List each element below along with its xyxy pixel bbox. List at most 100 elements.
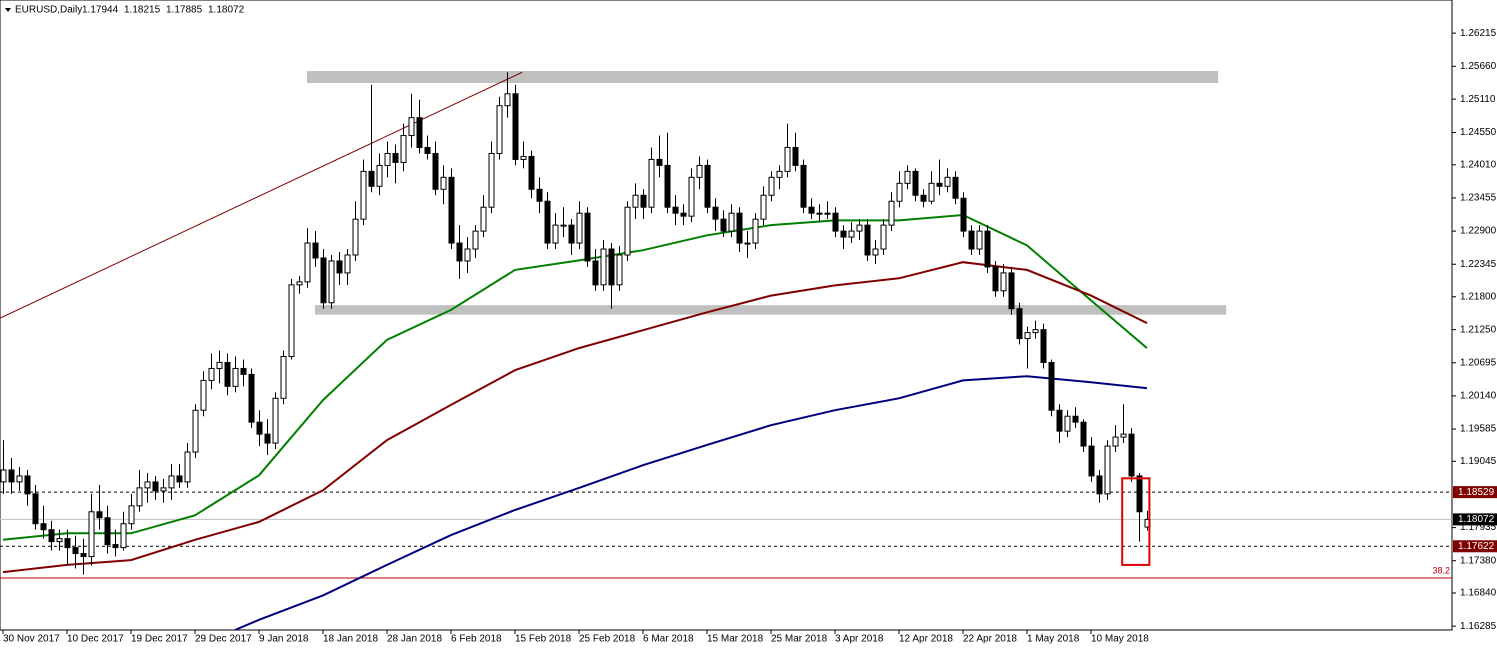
candle-body <box>952 176 959 199</box>
candle-body <box>776 170 783 178</box>
y-tick-label: 1.21800 <box>1460 291 1497 302</box>
candle-body <box>80 553 87 558</box>
x-tick-label: 12 Apr 2018 <box>899 634 953 645</box>
candle-body <box>664 164 671 208</box>
candle-body <box>400 135 407 163</box>
candle-body <box>128 505 135 525</box>
candle-body <box>320 257 327 304</box>
quote-value: 1.18215 <box>124 5 161 16</box>
candle-body <box>712 206 719 220</box>
candle-body <box>552 224 559 244</box>
x-tick-label: 19 Dec 2017 <box>131 634 188 645</box>
chart-title: EURUSD,Daily <box>15 5 82 16</box>
candle-body <box>752 218 759 244</box>
candle-body <box>960 197 967 232</box>
x-tick-label: 25 Feb 2018 <box>579 634 636 645</box>
candle-body <box>904 170 911 184</box>
y-tick-label: 1.17380 <box>1460 555 1497 566</box>
candle-body <box>656 158 663 166</box>
candle-body <box>112 544 119 549</box>
candle-body <box>16 475 23 483</box>
candle-body <box>1120 433 1127 438</box>
candle-body <box>544 200 551 244</box>
candle-body <box>32 493 39 525</box>
candle-body <box>24 475 31 495</box>
candle-body <box>104 517 111 546</box>
candle-body <box>448 176 455 244</box>
candle-body <box>944 176 951 187</box>
candle-body <box>72 547 79 555</box>
y-tick-label: 1.16840 <box>1460 588 1497 599</box>
candle-body <box>584 212 591 262</box>
x-tick-label: 6 Feb 2018 <box>451 634 502 645</box>
candle-body <box>368 170 375 187</box>
candle-body <box>120 523 127 549</box>
candle-body <box>304 242 311 283</box>
candle-body <box>288 284 295 358</box>
candle-body <box>216 361 223 369</box>
candle-body <box>848 230 855 238</box>
y-tick-label: 1.26215 <box>1460 28 1497 39</box>
level-label-box <box>1453 540 1497 553</box>
x-tick-label: 1 May 2018 <box>1027 634 1080 645</box>
zone <box>315 305 1227 315</box>
candle-body <box>896 182 903 202</box>
x-tick-label: 29 Dec 2017 <box>195 634 252 645</box>
candle-body <box>1136 475 1143 513</box>
candle-body <box>136 487 143 507</box>
candle-body <box>736 212 743 244</box>
candle-body <box>408 117 415 137</box>
y-tick-label: 1.21250 <box>1460 324 1497 335</box>
candle-body <box>624 206 631 256</box>
candle-body <box>512 93 519 160</box>
x-tick-label: 10 Dec 2017 <box>67 634 124 645</box>
candle-body <box>728 212 735 232</box>
candle-body <box>456 242 463 262</box>
candle-body <box>1072 415 1079 423</box>
candle-body <box>176 475 183 483</box>
candle-body <box>936 182 943 187</box>
candle-body <box>40 523 47 531</box>
x-tick-label: 25 Mar 2018 <box>771 634 828 645</box>
y-tick-label: 1.24010 <box>1460 159 1497 170</box>
candle-body <box>144 481 151 489</box>
candle-body <box>64 538 71 549</box>
candle-body <box>1008 272 1015 310</box>
candle-body <box>976 230 983 250</box>
candle-body <box>152 481 159 492</box>
fib-label: 38.2 <box>1432 565 1450 575</box>
x-tick-label: 28 Jan 2018 <box>387 634 442 645</box>
candle-body <box>1056 409 1063 432</box>
zone <box>307 71 1219 84</box>
x-tick-label: 30 Nov 2017 <box>3 634 60 645</box>
candle-body <box>600 248 607 286</box>
candle-body <box>1128 433 1135 477</box>
candle-body <box>264 433 271 444</box>
candle-body <box>336 260 343 274</box>
candle-body <box>296 281 303 286</box>
candle-body <box>392 152 399 163</box>
candle-body <box>520 155 527 160</box>
candle-body <box>704 164 711 208</box>
candle-body <box>672 206 679 214</box>
candle-body <box>224 361 231 387</box>
candle-body <box>1000 272 1007 292</box>
quote-value: 1.18072 <box>208 5 245 16</box>
candle-body <box>808 206 815 214</box>
candle-body <box>360 170 367 220</box>
candle-body <box>984 230 991 268</box>
candle-body <box>840 230 847 238</box>
plot-frame <box>0 0 1453 631</box>
candle-body <box>528 155 535 190</box>
candle-body <box>272 397 279 444</box>
candle-body <box>312 242 319 259</box>
candle-body <box>856 224 863 232</box>
candle-body <box>992 266 999 292</box>
x-tick-label: 18 Jan 2018 <box>323 634 378 645</box>
moving-average <box>2 261 1148 574</box>
candle-body <box>168 475 175 489</box>
candle-body <box>48 529 55 543</box>
quote-value: 1.17944 <box>82 5 119 16</box>
candle-body <box>648 158 655 208</box>
candle-body <box>376 164 383 187</box>
